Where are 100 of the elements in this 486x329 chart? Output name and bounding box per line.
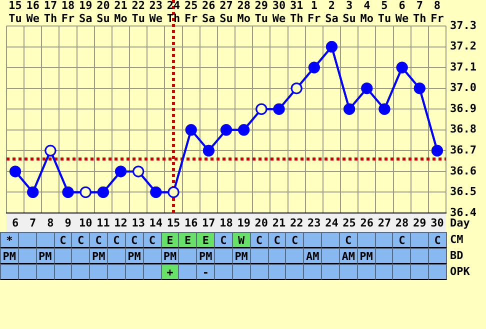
x-tick-label: 30: [430, 216, 444, 230]
x-tick-label: 11: [96, 216, 110, 230]
text: C: [274, 234, 280, 247]
text: 20: [96, 0, 110, 12]
point: [273, 103, 285, 115]
text: AM: [342, 250, 355, 263]
text: 2: [328, 0, 336, 12]
text: 24: [166, 0, 181, 12]
category-label: OPK: [450, 265, 470, 278]
point: [27, 186, 39, 198]
text: C: [256, 234, 262, 247]
text: 18: [61, 0, 75, 12]
x-tick-label: 8: [47, 216, 54, 230]
x-tick-label: 21: [272, 216, 286, 230]
text: Fr: [61, 12, 76, 25]
x-tick-label: 27: [378, 216, 392, 230]
text: E: [166, 234, 174, 247]
y-tick-label: 36.6: [450, 164, 477, 178]
x-tick-label: 24: [325, 216, 339, 230]
point: [132, 166, 144, 178]
x-tick-label: 14: [149, 216, 163, 230]
x-tick-label: 10: [78, 216, 92, 230]
point: [361, 82, 373, 94]
text: Su: [342, 12, 356, 25]
point: [414, 82, 426, 94]
category-label: BD: [450, 249, 464, 262]
text: PM: [234, 250, 248, 263]
y-tick-label: 37.1: [450, 60, 477, 74]
text: Sa: [78, 12, 92, 25]
text: *: [6, 234, 13, 247]
text: 5: [381, 0, 388, 12]
text: C: [77, 234, 84, 247]
text: PM: [38, 250, 52, 263]
text: 8: [434, 0, 441, 12]
text: Mo: [114, 12, 128, 25]
text: 6: [398, 0, 406, 12]
text: 25: [184, 0, 198, 12]
point: [290, 82, 302, 94]
text: C: [398, 234, 406, 247]
x-tick-label: 17: [202, 216, 216, 230]
text: C: [130, 234, 138, 247]
x-tick-label: 26: [360, 216, 374, 230]
text: 15: [8, 0, 22, 12]
text: Th: [166, 12, 180, 25]
text: Th: [413, 12, 426, 25]
x-tick-label: 18: [220, 216, 233, 230]
text: Th: [290, 12, 304, 25]
text: 17: [44, 0, 58, 12]
y-tick-label: 36.9: [450, 102, 476, 115]
text: PM: [360, 250, 373, 263]
y-tick-label: 36.8: [450, 122, 476, 136]
x-tick-label: 13: [132, 216, 145, 230]
point: [308, 62, 320, 74]
text: Th: [44, 12, 58, 25]
point: [150, 186, 162, 198]
text: We: [149, 12, 163, 25]
text: W: [238, 234, 245, 247]
point: [326, 41, 338, 53]
point: [62, 186, 74, 198]
category-label: CM: [450, 233, 464, 246]
text: Su: [220, 12, 233, 25]
x-tick-label: 23: [308, 216, 321, 230]
x-axis-title: Day: [450, 216, 470, 230]
text: C: [95, 234, 102, 247]
x-tick-label: 6: [12, 216, 19, 230]
text: Tu: [132, 12, 145, 25]
text: PM: [163, 250, 177, 263]
point: [115, 166, 127, 178]
text: Mo: [237, 12, 251, 25]
x-tick-label: 25: [342, 216, 356, 230]
text: Tu: [8, 12, 22, 25]
text: E: [202, 234, 209, 247]
text: 29: [254, 0, 268, 12]
text: 28: [237, 0, 250, 12]
point: [10, 166, 22, 178]
x-tick-label: 29: [413, 216, 426, 230]
text: +: [166, 266, 174, 279]
text: 16: [26, 0, 40, 12]
point: [256, 103, 268, 115]
point: [220, 124, 232, 136]
text: C: [345, 234, 352, 247]
text: 26: [202, 0, 216, 12]
x-tick-label: 9: [64, 216, 72, 230]
text: PM: [2, 250, 16, 263]
x-tick-label: 22: [290, 216, 304, 230]
text: 19: [78, 0, 92, 12]
text: 21: [114, 0, 128, 12]
text: Fr: [184, 12, 198, 25]
text: Fr: [430, 12, 444, 25]
text: Sa: [202, 12, 216, 25]
text: 3: [346, 0, 353, 12]
text: Su: [96, 12, 110, 25]
text: 7: [416, 0, 423, 12]
x-tick-label: 7: [30, 216, 36, 230]
text: We: [26, 12, 40, 25]
text: PM: [199, 250, 212, 263]
y-tick-label: 37.3: [450, 18, 476, 32]
text: Sa: [325, 12, 338, 25]
text: C: [60, 234, 66, 247]
point: [238, 124, 250, 136]
